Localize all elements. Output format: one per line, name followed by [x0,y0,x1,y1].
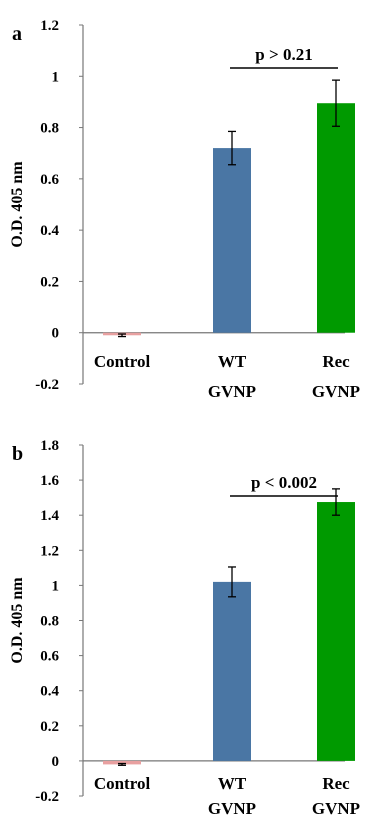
bar-wt-gvnp [213,148,251,333]
bar-rec-gvnp [317,502,355,761]
y-axis-label: O.D. 405 nm [9,577,26,664]
y-tick-label: 0.2 [40,274,59,290]
y-tick-label: -0.2 [35,789,59,805]
y-tick-label: 1.2 [40,543,59,559]
bar-control [103,760,141,765]
y-tick-label: 0 [52,754,60,770]
y-tick-label: 0.8 [40,614,59,630]
y-tick-label: 0.2 [40,719,59,735]
panel-letter: b [12,443,23,465]
y-tick-label: 0.6 [40,172,59,188]
bar-wt-gvnp [213,581,251,761]
y-tick-label: -0.2 [35,377,59,393]
x-tick-label: Rec [322,774,350,793]
y-tick-label: 0.6 [40,649,59,665]
y-axis-label: O.D. 405 nm [9,161,26,248]
chart-panel-b: b O.D. 405 nm -0.2 0 0.2 0.4 0.6 0.8 1 1.2 1.4 1.6 1… [9,438,360,817]
x-tick-label: GVNP [312,799,360,817]
chart-panel-a: a O.D. 405 nm -0.2 0 0.2 0.4 0.6 0.8 1 1.2 Control… [9,18,360,401]
panel-letter: a [12,23,22,45]
y-tick-label: 1.4 [40,508,59,524]
y-tick-label: 0.8 [40,121,59,137]
x-tick-label: WT [218,352,247,371]
x-tick-label: Rec [322,352,350,371]
y-tick-label: 0.4 [40,223,59,239]
y-tick-label: 1 [52,69,60,85]
p-value-annotation: p > 0.21 [255,45,312,64]
x-tick-label: GVNP [208,382,256,401]
x-tick-label: Control [94,352,151,371]
y-tick-label: 1.8 [40,438,59,454]
p-value-annotation: p < 0.002 [251,473,317,492]
y-tick-label: 1 [52,578,60,594]
y-tick-label: 0.4 [40,684,59,700]
y-tick-label: 1.6 [40,473,59,489]
x-tick-label: GVNP [312,382,360,401]
x-tick-label: GVNP [208,799,256,817]
x-tick-label: Control [94,774,151,793]
y-tick-label: 1.2 [40,18,59,34]
bar-rec-gvnp [317,103,355,333]
x-tick-label: WT [218,774,247,793]
y-tick-label: 0 [52,326,60,342]
